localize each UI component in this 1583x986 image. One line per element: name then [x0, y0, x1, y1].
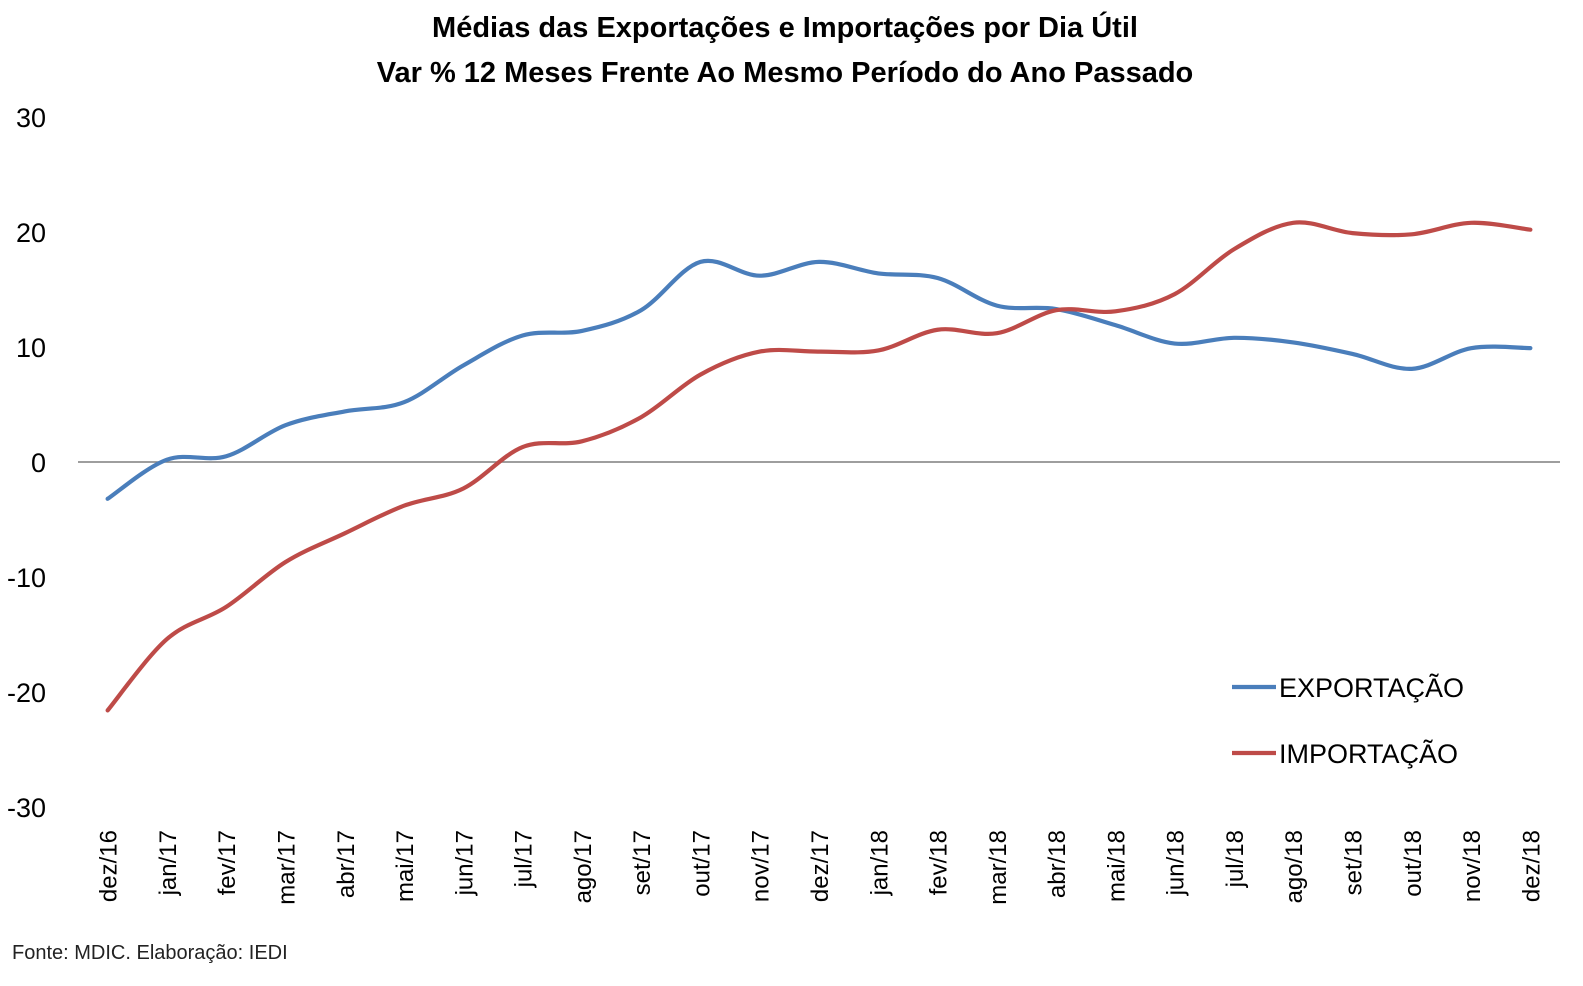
x-tick-label: abr/18: [1044, 830, 1071, 898]
x-tick-label: dez/18: [1518, 830, 1545, 902]
x-tick-label: mai/17: [392, 830, 419, 902]
y-tick-label: -20: [7, 678, 46, 708]
x-tick-label: jul/18: [1222, 830, 1249, 888]
x-tick-label: dez/17: [807, 830, 834, 902]
x-tick-label: ago/18: [1281, 830, 1308, 903]
x-axis-ticks: dez/16 jan/17 fev/17 mar/17 abr/17 mai/17 jun/…: [96, 830, 1546, 905]
legend-label: IMPORTAÇÃO: [1279, 738, 1458, 769]
x-tick-label: out/18: [1400, 830, 1427, 897]
y-tick-label: 0: [31, 448, 46, 478]
x-tick-label: fev/17: [214, 830, 241, 895]
y-axis-ticks: -30 -20 -10 0 10 20 30: [7, 103, 46, 823]
chart-subtitle: Var % 12 Meses Frente Ao Mesmo Período d…: [377, 57, 1194, 89]
series-line: [105, 258, 1533, 501]
x-tick-label: ago/17: [570, 830, 597, 903]
x-tick-label: mar/18: [985, 830, 1012, 905]
series-line: [105, 220, 1533, 713]
x-tick-label: jan/18: [866, 830, 893, 896]
chart-title: Médias das Exportações e Importações por…: [432, 10, 1138, 44]
y-tick-label: 30: [16, 103, 46, 133]
x-tick-label: nov/18: [1459, 830, 1486, 902]
y-tick-label: 10: [16, 333, 46, 363]
y-tick-label: 20: [16, 218, 46, 248]
y-tick-label: -10: [7, 563, 46, 593]
x-tick-label: mai/18: [1103, 830, 1130, 902]
x-tick-label: set/18: [1341, 830, 1368, 895]
source-note: Fonte: MDIC. Elaboração: IEDI: [12, 942, 288, 964]
x-tick-label: set/17: [629, 830, 656, 895]
x-tick-label: jun/17: [451, 830, 478, 896]
x-tick-label: nov/17: [748, 830, 775, 902]
x-tick-label: fev/18: [926, 830, 953, 895]
x-tick-label: jul/17: [511, 830, 538, 888]
y-tick-label: -30: [7, 793, 46, 823]
x-tick-label: jun/18: [1163, 830, 1190, 896]
legend: EXPORTAÇÃO IMPORTAÇÃO: [1232, 672, 1464, 769]
x-tick-label: dez/16: [96, 830, 123, 902]
x-tick-label: out/17: [688, 830, 715, 897]
legend-label: EXPORTAÇÃO: [1279, 672, 1464, 703]
x-tick-label: mar/17: [273, 830, 300, 905]
x-tick-label: jan/17: [155, 830, 182, 896]
series-lines: [105, 220, 1533, 713]
x-tick-label: abr/17: [333, 830, 360, 898]
